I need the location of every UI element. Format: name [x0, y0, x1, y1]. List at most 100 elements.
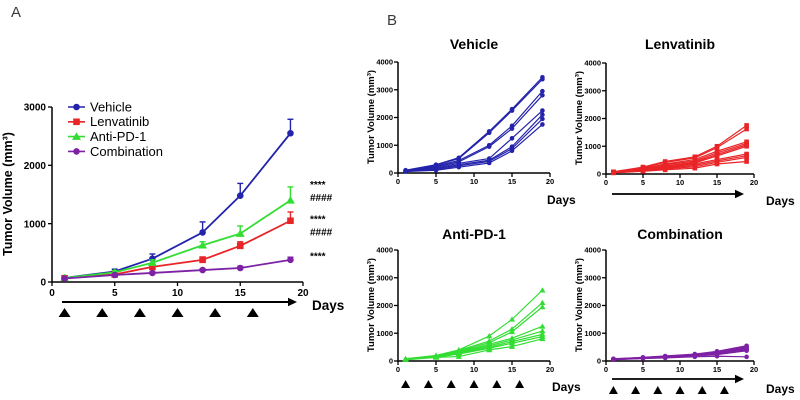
triangle-marker — [455, 353, 462, 359]
triangle-marker — [285, 196, 295, 204]
y-tick-label: 4000 — [376, 246, 393, 255]
x-tick-label: 0 — [396, 365, 400, 374]
y-tick-label: 1000 — [376, 141, 393, 150]
y-axis-title: Tumor Volume (mm³) — [574, 258, 585, 352]
hash-label: #### — [310, 193, 333, 204]
circle-marker — [692, 354, 698, 360]
series-anti-pd-1 — [60, 186, 295, 282]
y-tick-label: 3000 — [584, 86, 601, 95]
circle-marker — [714, 353, 720, 359]
dose-triangle-icon — [133, 308, 146, 317]
series-combination — [61, 256, 294, 282]
x-tick-label: 0 — [604, 178, 608, 187]
circle-marker — [509, 136, 515, 141]
individual-line — [403, 122, 545, 174]
x-axis-title: Days — [552, 380, 581, 394]
square-marker — [236, 242, 244, 250]
triangle-marker — [432, 354, 440, 360]
y-tick-label: 3000 — [584, 273, 601, 282]
triangle-marker — [508, 328, 516, 335]
dose-triangle-icon — [697, 386, 707, 394]
series-line — [405, 78, 543, 172]
triangle-marker — [486, 346, 493, 353]
circle-marker — [611, 357, 616, 363]
legend-label: Anti-PD-1 — [90, 129, 146, 144]
x-tick-label: 15 — [713, 365, 721, 374]
circle-marker — [236, 192, 244, 199]
circle-marker — [540, 116, 545, 122]
y-axis-title: Tumor Volume (mm³) — [574, 71, 585, 165]
dose-triangle-icon — [719, 386, 729, 394]
triangle-marker — [402, 356, 409, 363]
dose-triangle-icon — [423, 380, 433, 388]
dose-schedule-triangles — [608, 386, 729, 394]
timeline-arrow-icon — [612, 189, 744, 199]
square-marker — [73, 118, 80, 126]
circle-marker — [744, 348, 749, 354]
x-tick-label: 10 — [676, 365, 684, 374]
y-axis-title: Tumor Volume (mm³) — [1, 132, 15, 256]
axes: 0 1000 2000 3000 4000 0 5 10 15 20 — [376, 58, 554, 186]
series-line — [64, 199, 291, 279]
x-tick-label: 20 — [546, 177, 554, 186]
x-tick-label: 5 — [434, 177, 438, 186]
triangle-marker — [539, 328, 546, 334]
square-marker — [744, 123, 749, 128]
panel-a-label: A — [11, 4, 22, 21]
y-tick-label: 2000 — [376, 113, 393, 122]
arrow-head — [288, 297, 297, 307]
individual-line — [402, 335, 546, 363]
triangle-marker — [508, 343, 516, 349]
triangle-marker — [235, 229, 245, 237]
triangle-marker — [198, 240, 208, 249]
circle-marker — [509, 126, 515, 131]
dose-triangle-icon — [653, 386, 663, 394]
legend-label: Vehicle — [90, 99, 132, 114]
x-tick-label: 5 — [641, 178, 645, 187]
circle-marker — [540, 76, 545, 82]
triangle-marker — [147, 258, 157, 267]
axes: 0 1000 2000 3000 4000 0 5 10 15 20 — [584, 59, 758, 187]
circle-marker — [509, 108, 515, 113]
x-tick-label: 0 — [396, 177, 400, 186]
triangle-marker — [539, 299, 546, 306]
timeline-arrow-icon — [612, 374, 744, 384]
circle-marker — [73, 103, 80, 111]
triangle-marker — [539, 303, 546, 310]
dose-triangle-icon — [96, 308, 109, 317]
circle-marker — [456, 164, 462, 170]
chart-panel-a-mean: 0 1000 2000 3000 0 5 10 15 20 Tumor Volume (mm³) V… — [1, 99, 344, 317]
y-axis-title: Tumor Volume (mm³) — [366, 258, 377, 352]
series-line — [405, 114, 543, 172]
dose-triangle-icon — [675, 386, 685, 394]
circle-marker — [236, 264, 244, 272]
y-tick-label: 2000 — [584, 114, 601, 123]
chart-title: Combination — [637, 226, 723, 242]
circle-marker — [540, 112, 545, 118]
series-line — [613, 355, 747, 361]
circle-marker — [486, 160, 492, 166]
x-tick-label: 10 — [676, 178, 684, 187]
significance-annotation: **** — [310, 251, 326, 262]
dose-triangle-icon — [446, 380, 456, 388]
y-tick-label: 2000 — [584, 301, 601, 310]
x-tick-label: 10 — [470, 177, 478, 186]
y-tick-label: 3000 — [376, 273, 393, 282]
y-tick-label: 2000 — [24, 161, 47, 172]
series-line — [405, 76, 543, 171]
panel-b-label: B — [387, 12, 398, 29]
circle-marker — [403, 169, 408, 174]
individual-line — [402, 299, 546, 362]
dose-schedule-triangles — [401, 380, 525, 388]
x-tick-label: 10 — [470, 365, 478, 374]
square-marker — [149, 263, 156, 271]
y-axis-title: Tumor Volume (mm³) — [366, 70, 377, 164]
individual-line — [611, 159, 749, 176]
circle-marker — [744, 354, 749, 360]
circle-marker — [540, 93, 545, 98]
individual-line — [403, 76, 545, 173]
triangle-marker — [508, 316, 516, 322]
x-tick-label: 5 — [641, 365, 645, 374]
x-tick-label: 20 — [750, 365, 758, 374]
stars-label: **** — [310, 214, 326, 225]
